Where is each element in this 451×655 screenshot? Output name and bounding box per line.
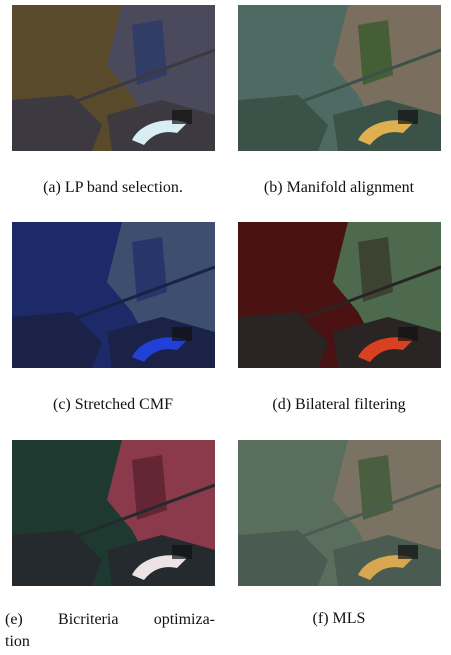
image-region xyxy=(172,545,192,559)
caption: (e) Bicriteria optimiza- tion xyxy=(5,609,215,653)
caption: (c) Stretched CMF xyxy=(0,395,226,415)
caption: (f) MLS xyxy=(226,609,451,629)
caption: (d) Bilateral filtering xyxy=(226,395,451,415)
image-region xyxy=(398,327,418,341)
panel-image xyxy=(12,440,215,586)
image-region xyxy=(398,545,418,559)
figure: (a) LP band selection. (b) Manifold alig… xyxy=(0,0,451,655)
panel-image xyxy=(238,5,441,151)
panel-image xyxy=(12,5,215,151)
caption: (a) LP band selection. xyxy=(0,178,226,198)
caption-line: (e) Bicriteria optimiza- xyxy=(5,609,215,631)
image-region xyxy=(172,110,192,124)
image-region xyxy=(398,110,418,124)
caption-line: tion xyxy=(5,631,215,653)
panel-image xyxy=(238,222,441,368)
image-region xyxy=(172,327,192,341)
panel-image xyxy=(12,222,215,368)
panel-image xyxy=(238,440,441,586)
caption: (b) Manifold alignment xyxy=(226,178,451,198)
